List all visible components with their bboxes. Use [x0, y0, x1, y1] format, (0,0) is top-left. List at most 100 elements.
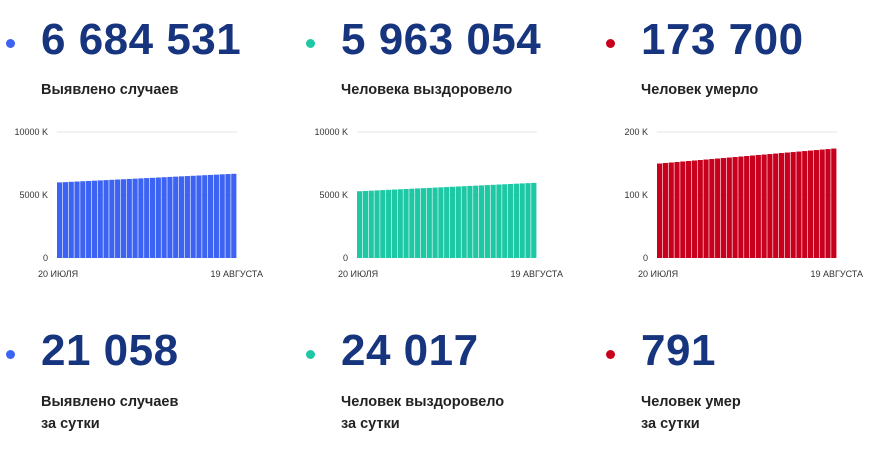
recovered-chart-svg: 0 5000 K 10000 K 20 ИЮЛЯ 19 АВГУСТА [314, 127, 563, 279]
daily-recovered-sublabel: за сутки [341, 416, 400, 432]
cases-chart: 0 5000 K 10000 K 20 ИЮЛЯ 19 АВГУСТА [0, 118, 280, 288]
recovered-bar [531, 182, 537, 258]
recovered-bar [368, 190, 374, 258]
recovered-y-tick-label: 0 [343, 253, 348, 263]
daily-cases-sublabel: за сутки [41, 416, 100, 432]
cases-bar [173, 176, 179, 258]
deaths-bar [784, 152, 790, 258]
cases-bar [225, 174, 231, 258]
deaths-x-start-label: 20 ИЮЛЯ [638, 269, 678, 279]
cases-y-tick-label: 5000 K [19, 190, 48, 200]
red-dot-icon [606, 39, 615, 48]
cases-bar [126, 178, 132, 258]
cases-bar [196, 175, 202, 258]
recovered-bar [513, 183, 519, 258]
recovered-bar [455, 186, 461, 258]
total-recovered-label: Человека выздоровело [341, 82, 513, 98]
deaths-bar [691, 160, 698, 258]
cases-bar [97, 180, 103, 258]
recovered-x-start-label: 20 ИЮЛЯ [338, 269, 378, 279]
cases-bar [57, 182, 63, 258]
cases-bar [144, 178, 150, 258]
deaths-x-end-label: 19 АВГУСТА [810, 269, 863, 279]
cases-bar [213, 174, 219, 258]
deaths-chart: 0 100 K 200 K 20 ИЮЛЯ 19 АВГУСТА [600, 118, 877, 288]
recovered-bar [415, 188, 421, 258]
cases-bar [184, 176, 190, 258]
recovered-bar [525, 183, 531, 258]
deaths-bar [819, 149, 825, 258]
recovered-bar [484, 185, 490, 258]
deaths-bar [697, 160, 703, 258]
recovered-chart: 0 5000 K 10000 K 20 ИЮЛЯ 19 АВГУСТА [300, 118, 580, 288]
recovered-bar [420, 188, 427, 258]
recovered-bar [467, 185, 473, 258]
recovered-bar [519, 183, 525, 258]
total-deaths-label: Человек умерло [641, 82, 759, 98]
cases-bar [167, 176, 173, 258]
cases-bar [80, 181, 86, 258]
deaths-bar [662, 163, 669, 258]
cases-chart-svg: 0 5000 K 10000 K 20 ИЮЛЯ 19 АВГУСТА [14, 127, 263, 279]
red-dot-icon [606, 350, 615, 359]
deaths-bar [744, 156, 750, 258]
daily-recovered-label: Человек выздоровело [341, 394, 505, 410]
deaths-bar [761, 154, 767, 258]
deaths-bar [703, 159, 709, 258]
deaths-bar [813, 150, 819, 258]
cases-bar [132, 178, 138, 258]
deaths-bar [715, 158, 721, 258]
cases-bar [138, 178, 144, 258]
recovered-bar [507, 183, 514, 258]
deaths-bar [749, 155, 756, 258]
cases-x-end-label: 19 АВГУСТА [210, 269, 263, 279]
daily-deaths-label: Человек умер [641, 394, 741, 410]
cases-bar [120, 179, 127, 258]
green-dot-icon [306, 350, 315, 359]
deaths-bar [807, 150, 814, 258]
deaths-bar [680, 161, 686, 258]
cases-bar [161, 177, 167, 258]
cases-bar [91, 180, 98, 258]
recovered-bar [496, 184, 502, 258]
recovered-bar [426, 187, 432, 258]
recovered-y-tick-label: 5000 K [319, 190, 348, 200]
deaths-bar [802, 151, 808, 258]
deaths-y-tick-label: 100 K [624, 190, 648, 200]
deaths-bar [732, 157, 738, 258]
cases-bar [115, 179, 121, 258]
recovered-x-end-label: 19 АВГУСТА [510, 269, 563, 279]
cases-bar [74, 181, 80, 258]
deaths-bar [796, 151, 802, 258]
deaths-bar [825, 149, 831, 258]
cases-bar [62, 182, 69, 258]
total-cases-value: 6 684 531 [41, 15, 242, 64]
recovered-bar [391, 189, 398, 258]
cases-bar [149, 177, 156, 258]
cases-bar [155, 177, 161, 258]
recovered-bar [362, 190, 369, 258]
deaths-bar [755, 155, 761, 258]
recovered-bar [449, 186, 456, 258]
deaths-y-tick-label: 200 K [624, 127, 648, 137]
recovered-bar [357, 191, 363, 258]
daily-recovered-value: 24 017 [341, 326, 479, 375]
recovered-bar [478, 185, 485, 258]
deaths-chart-svg: 0 100 K 200 K 20 ИЮЛЯ 19 АВГУСТА [624, 127, 863, 279]
deaths-bar [657, 163, 663, 258]
recovered-bar [438, 187, 444, 258]
cases-bar [178, 176, 185, 258]
recovered-bar [461, 186, 467, 258]
daily-cases-label: Выявлено случаев [41, 394, 179, 410]
deaths-bar [778, 153, 785, 258]
recovered-y-tick-label: 10000 K [314, 127, 348, 137]
deaths-bar [767, 154, 773, 258]
cases-bar [86, 180, 92, 258]
recovered-bar [432, 187, 438, 258]
blue-dot-icon [6, 39, 15, 48]
cases-y-tick-label: 0 [43, 253, 48, 263]
recovered-bar [502, 184, 508, 258]
total-recovered-value: 5 963 054 [341, 15, 542, 64]
daily-cases-value: 21 058 [41, 326, 179, 375]
cases-bar [109, 179, 115, 258]
